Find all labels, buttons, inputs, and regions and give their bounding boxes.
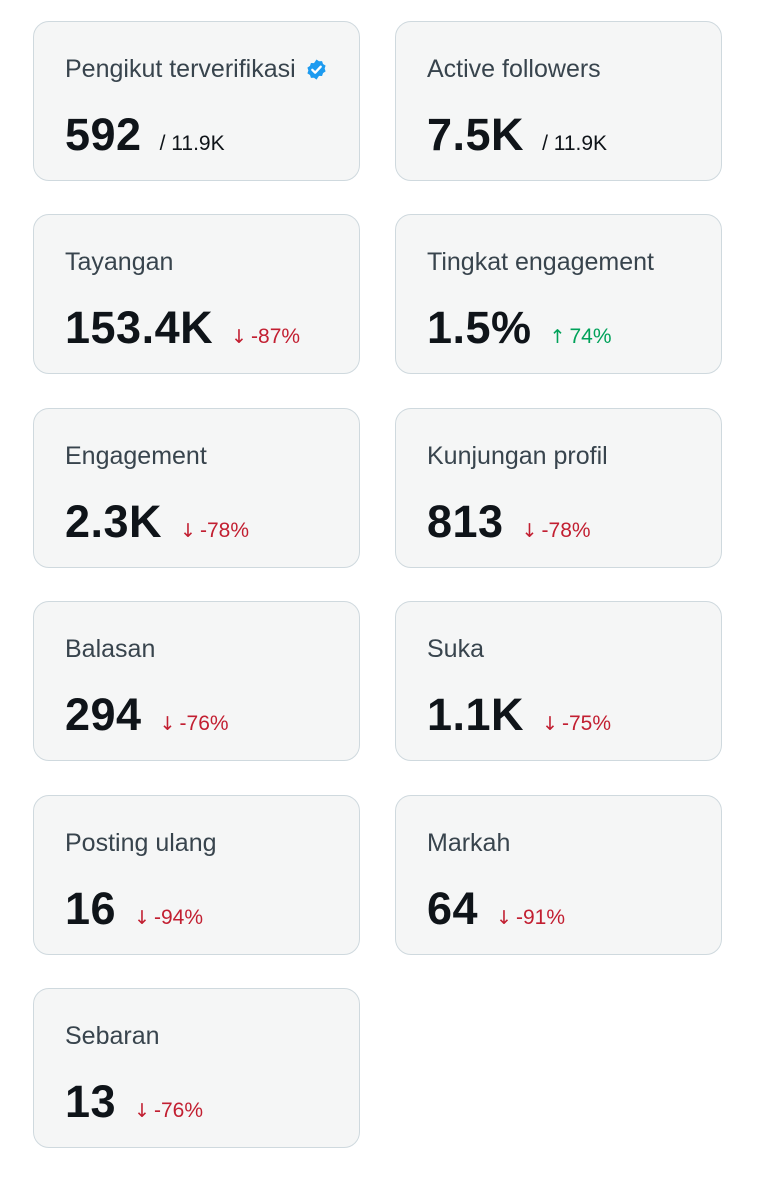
- metric-value-row: 64 ↓ -91%: [427, 884, 565, 934]
- metric-change: ↓ -75%: [542, 712, 611, 736]
- arrow-down-icon: ↓: [496, 907, 512, 929]
- metric-value: 13: [65, 1076, 117, 1127]
- metric-change-percent: -94%: [153, 906, 204, 929]
- arrow-down-icon: ↓: [542, 713, 558, 735]
- metric-change: ↓ -78%: [180, 519, 249, 543]
- metric-change: ↓ -87%: [231, 325, 300, 349]
- metric-change-percent: -87%: [251, 325, 301, 348]
- metric-card-impressions[interactable]: Tayangan 153.4K ↓ -87%: [33, 214, 360, 374]
- metric-value-row: 153.4K ↓ -87%: [65, 303, 300, 353]
- arrow-down-icon: ↓: [159, 713, 176, 735]
- metric-value: 294: [65, 689, 142, 740]
- metric-value: 64: [427, 883, 479, 934]
- metric-change: ↓ -76%: [134, 1099, 203, 1123]
- metric-change-percent: -78%: [541, 519, 591, 542]
- metric-card-shares[interactable]: Sebaran 13 ↓ -76%: [33, 988, 360, 1148]
- metric-label-text: Pengikut terverifikasi: [65, 55, 296, 83]
- metric-label: Tayangan: [65, 247, 173, 277]
- metric-value-row: 592 / 11.9K: [65, 110, 225, 160]
- metric-value-row: 7.5K / 11.9K: [427, 110, 607, 160]
- metric-change: ↓ -91%: [496, 906, 565, 930]
- metric-label-text: Engagement: [65, 442, 207, 470]
- metric-value: 1.5%: [427, 302, 532, 353]
- metric-value: 2.3K: [65, 496, 163, 547]
- arrow-down-icon: ↓: [134, 907, 150, 929]
- metric-label: Balasan: [65, 634, 155, 664]
- metric-card-engagement-rate[interactable]: Tingkat engagement 1.5% ↑ 74%: [395, 214, 722, 374]
- metric-card-active-followers[interactable]: Active followers 7.5K / 11.9K: [395, 21, 722, 181]
- metric-change: ↓ -78%: [522, 519, 591, 543]
- metric-label: Sebaran: [65, 1021, 160, 1051]
- metric-label-text: Tayangan: [65, 248, 174, 276]
- metric-card-profile-visits[interactable]: Kunjungan profil 813 ↓ -78%: [395, 408, 722, 568]
- metric-label-text: Suka: [427, 635, 484, 663]
- metric-value-row: 2.3K ↓ -78%: [65, 497, 249, 547]
- metric-value-row: 1.1K ↓ -75%: [427, 690, 611, 740]
- arrow-down-icon: ↓: [521, 520, 538, 542]
- metric-card-replies[interactable]: Balasan 294 ↓ -76%: [33, 601, 360, 761]
- metric-value: 153.4K: [65, 302, 214, 353]
- metric-value-row: 813 ↓ -78%: [427, 497, 591, 547]
- metric-label-text: Kunjungan profil: [427, 442, 608, 470]
- metric-label: Kunjungan profil: [427, 441, 608, 471]
- metric-label: Engagement: [65, 441, 207, 471]
- metric-value: 592: [65, 109, 142, 160]
- arrow-down-icon: ↓: [134, 1100, 150, 1122]
- metric-change-percent: -78%: [199, 519, 250, 542]
- metric-value: 7.5K: [427, 109, 525, 160]
- metric-change-percent: -76%: [153, 1099, 204, 1122]
- metric-label-text: Balasan: [65, 635, 156, 663]
- verified-badge-icon: [307, 58, 326, 80]
- metric-value: 1.1K: [427, 689, 525, 740]
- metric-card-bookmarks[interactable]: Markah 64 ↓ -91%: [395, 795, 722, 955]
- metric-change-percent: -75%: [561, 712, 612, 735]
- metric-value-row: 1.5% ↑ 74%: [427, 303, 612, 353]
- metric-total: / 11.9K: [159, 132, 225, 155]
- arrow-up-icon: ↑: [549, 326, 566, 348]
- metric-change-percent: 74%: [569, 325, 612, 348]
- metric-card-likes[interactable]: Suka 1.1K ↓ -75%: [395, 601, 722, 761]
- metric-value-row: 13 ↓ -76%: [65, 1077, 203, 1127]
- metric-card-reposts[interactable]: Posting ulang 16 ↓ -94%: [33, 795, 360, 955]
- metric-card-engagement[interactable]: Engagement 2.3K ↓ -78%: [33, 408, 360, 568]
- metric-value: 16: [65, 883, 117, 934]
- metric-value-row: 294 ↓ -76%: [65, 690, 229, 740]
- metric-value: 813: [427, 496, 504, 547]
- metric-total: / 11.9K: [542, 132, 608, 155]
- metric-change: ↓ -94%: [134, 906, 203, 930]
- metric-label: Tingkat engagement: [427, 247, 654, 277]
- metric-label: Markah: [427, 828, 510, 858]
- metric-change-percent: -91%: [515, 906, 566, 929]
- metric-label: Suka: [427, 634, 484, 664]
- metric-label-text: Tingkat engagement: [427, 248, 655, 276]
- metric-label-text: Sebaran: [65, 1022, 160, 1050]
- metric-card-verified-followers[interactable]: Pengikut terverifikasi 592 / 11.9K: [33, 21, 360, 181]
- metric-label: Pengikut terverifikasi: [65, 54, 328, 84]
- metric-label-text: Posting ulang: [65, 829, 217, 857]
- metric-change: ↓ -76%: [160, 712, 229, 736]
- metric-label-text: Markah: [427, 829, 511, 857]
- metric-change: ↑ 74%: [550, 325, 612, 349]
- arrow-down-icon: ↓: [180, 520, 196, 542]
- arrow-down-icon: ↓: [231, 326, 248, 348]
- metric-change-percent: -76%: [179, 712, 229, 735]
- metric-label: Posting ulang: [65, 828, 217, 858]
- metric-label: Active followers: [427, 54, 601, 84]
- metric-value-row: 16 ↓ -94%: [65, 884, 203, 934]
- metric-label-text: Active followers: [427, 55, 601, 83]
